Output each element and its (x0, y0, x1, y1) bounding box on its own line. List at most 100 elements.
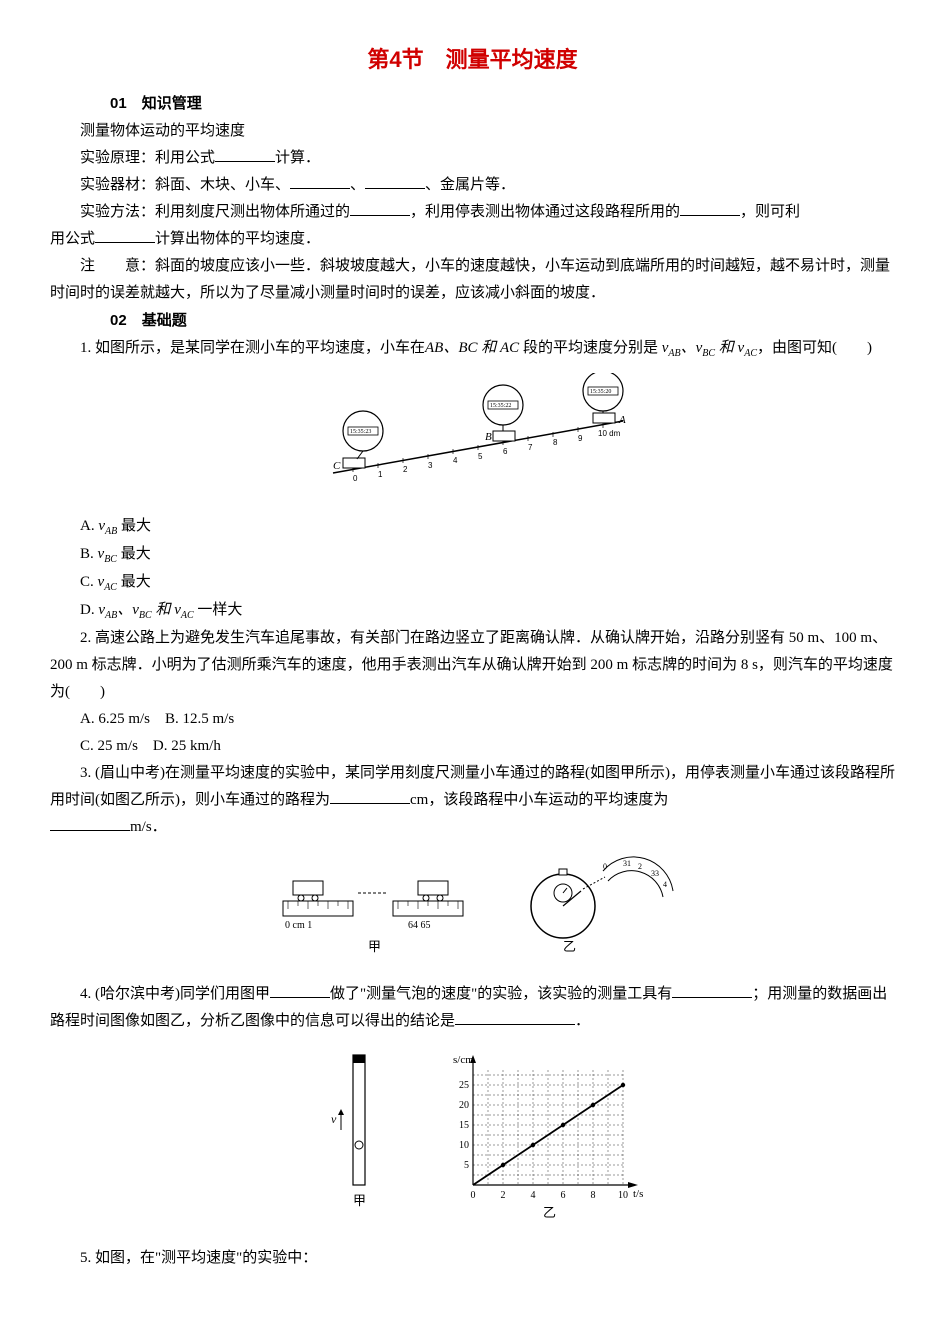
stopwatch-c: 15:35:23 (343, 411, 383, 459)
question-3: 3. (眉山中考)在测量平均速度的实验中，某同学用刻度尺测量小车通过的路程(如图… (50, 760, 895, 814)
fill-blank (330, 788, 410, 804)
svg-text:4: 4 (663, 880, 667, 889)
svg-text:2: 2 (500, 1190, 505, 1201)
stopwatch-yi: 0312334 乙 (531, 857, 673, 954)
svg-text:6: 6 (503, 447, 508, 456)
text: 、v (681, 340, 703, 356)
svg-text:甲: 甲 (353, 1193, 366, 1208)
question-1: 1. 如图所示，是某同学在测小车的平均速度，小车在AB、BC 和 AC 段的平均… (50, 335, 895, 363)
figure-3: 0 cm 1 64 65 甲 0312334 乙 (50, 851, 895, 971)
question-4: 4. (哈尔滨中考)同学们用图甲 做了"测量气泡的速度"的实验，该实验的测量工具有… (50, 981, 895, 1035)
svg-text:8: 8 (590, 1190, 595, 1201)
text: 实验器材：斜面、木块、小车、 (80, 177, 290, 193)
figure-1-svg: 012345678910 dm C B A 15:35:23 15:35: (293, 373, 653, 493)
stopwatch-b: 15:35:22 (483, 385, 523, 431)
text: 、 (350, 177, 365, 193)
svg-text:B: B (485, 431, 492, 443)
text: BC (139, 610, 152, 621)
fill-blank (50, 815, 130, 831)
text: 4. (哈尔滨中考)同学们用图甲 (80, 986, 270, 1002)
svg-text:s/cm: s/cm (453, 1054, 474, 1066)
text: v (98, 602, 105, 618)
fill-blank (672, 982, 752, 998)
fill-blank (680, 200, 740, 216)
text: AB (105, 610, 117, 621)
text: 和 AC (478, 340, 520, 356)
text: 、v (117, 602, 139, 618)
fill-blank (270, 982, 330, 998)
text: ，利用停表测出物体通过这段路程所用的 (410, 204, 680, 220)
fill-blank (350, 200, 410, 216)
section-num: 01 (80, 90, 127, 117)
svg-text:31: 31 (623, 859, 631, 868)
graph-yi: s/cm t/s 5 10 15 20 25 0 2 4 6 (453, 1054, 643, 1220)
fill-blank (95, 227, 155, 243)
text: 段的平均速度分别是 (519, 340, 662, 356)
text: A. (80, 518, 98, 534)
svg-text:甲: 甲 (368, 939, 381, 954)
section-num: 02 (80, 307, 127, 334)
svg-text:7: 7 (528, 443, 533, 452)
svg-text:0: 0 (470, 1190, 475, 1201)
text: m/s． (130, 819, 167, 835)
text: 最大 (117, 574, 151, 590)
svg-text:t/s: t/s (633, 1188, 643, 1200)
text: 最大 (117, 546, 151, 562)
svg-text:10: 10 (459, 1140, 469, 1151)
fill-blank (455, 1009, 575, 1025)
figure-4-svg: v 甲 s/cm t/s 5 10 (293, 1045, 653, 1225)
text: v (98, 518, 105, 534)
text: 计算． (275, 150, 320, 166)
question-2: 2. 高速公路上为避免发生汽车追尾事故，有关部门在路边竖立了距离确认牌．从确认牌… (50, 625, 895, 706)
text: 计算出物体的平均速度． (155, 231, 320, 247)
text: ，由图可知( ) (757, 340, 872, 356)
q2-options-ab: A. 6.25 m/s B. 12.5 m/s (50, 706, 895, 733)
text: C. (80, 574, 98, 590)
svg-text:5: 5 (478, 452, 483, 461)
km-line-1: 测量物体运动的平均速度 (50, 118, 895, 145)
svg-text:8: 8 (553, 438, 558, 447)
svg-text:乙: 乙 (543, 1205, 556, 1220)
figure-3-svg: 0 cm 1 64 65 甲 0312334 乙 (263, 851, 683, 961)
question-5: 5. 如图，在"测平均速度"的实验中： (50, 1245, 895, 1272)
page-title: 第4节 测量平均速度 (50, 40, 895, 80)
fill-blank (215, 146, 275, 162)
text: ，则可利 (740, 204, 800, 220)
text: D. (80, 602, 98, 618)
text: 、金属片等． (425, 177, 515, 193)
km-line-3: 实验器材：斜面、木块、小车、 、 、金属片等． (50, 172, 895, 199)
q1-option-b: B. vBC 最大 (50, 541, 895, 569)
fill-blank (290, 173, 350, 189)
svg-text:25: 25 (459, 1080, 469, 1091)
svg-text:20: 20 (459, 1100, 469, 1111)
svg-text:0: 0 (603, 862, 607, 871)
text: ． (575, 1013, 590, 1029)
q1-option-d: D. vAB、vBC 和 vAC 一样大 (50, 597, 895, 625)
text: BC (104, 554, 117, 565)
svg-text:10: 10 (618, 1190, 628, 1201)
svg-text:3: 3 (428, 461, 433, 470)
svg-text:15: 15 (459, 1120, 469, 1131)
text: AC (744, 348, 757, 359)
text: 最大 (117, 518, 151, 534)
tube-jia: v 甲 (331, 1055, 366, 1208)
svg-text:0: 0 (353, 474, 358, 483)
svg-text:0 cm 1: 0 cm 1 (285, 920, 312, 931)
svg-text:15:35:23: 15:35:23 (350, 429, 371, 435)
text: 实验原理：利用公式 (80, 150, 215, 166)
text: cm，该段路程中小车运动的平均速度为 (410, 792, 668, 808)
stopwatch-a: 15:35:20 (583, 373, 623, 413)
text: AB (425, 340, 443, 356)
ruler-jia: 0 cm 1 64 65 甲 (283, 881, 463, 954)
section-header-02: 02 基础题 (50, 307, 895, 335)
q1-option-a: A. vAB 最大 (50, 513, 895, 541)
q1-option-c: C. vAC 最大 (50, 569, 895, 597)
section-title: 知识管理 (142, 95, 202, 112)
svg-text:A: A (618, 414, 626, 426)
text: 做了"测量气泡的速度"的实验，该实验的测量工具有 (330, 986, 672, 1002)
section-header-01: 01 知识管理 (50, 90, 895, 118)
svg-text:乙: 乙 (563, 939, 576, 954)
svg-text:33: 33 (651, 869, 659, 878)
svg-text:10 dm: 10 dm (598, 429, 621, 438)
text: 、BC (443, 340, 477, 356)
